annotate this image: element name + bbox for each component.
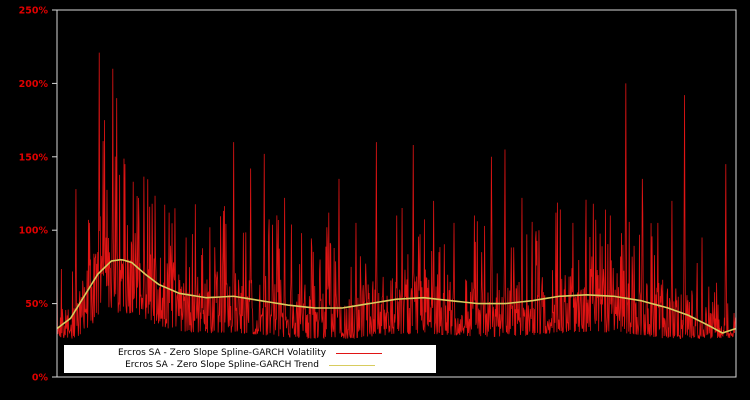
legend-item-trend: Ercros SA - Zero Slope Spline-GARCH Tren…: [70, 359, 430, 371]
y-tick-label: 150%: [19, 152, 49, 163]
legend-label-trend: Ercros SA - Zero Slope Spline-GARCH Tren…: [125, 360, 319, 370]
y-tick-label: 200%: [19, 79, 49, 90]
legend-line-trend-icon: [328, 364, 375, 366]
y-tick-label: 100%: [19, 226, 49, 237]
y-tick-label: 250%: [19, 6, 49, 17]
y-tick-label: 50%: [25, 299, 48, 310]
y-tick-label: 0%: [32, 373, 49, 384]
legend-label-volatility: Ercros SA - Zero Slope Spline-GARCH Vola…: [117, 348, 327, 358]
legend-item-volatility: Ercros SA - Zero Slope Spline-GARCH Vola…: [70, 347, 430, 359]
chart-legend: Ercros SA - Zero Slope Spline-GARCH Vola…: [64, 345, 436, 373]
legend-line-volatility-icon: [336, 352, 383, 354]
